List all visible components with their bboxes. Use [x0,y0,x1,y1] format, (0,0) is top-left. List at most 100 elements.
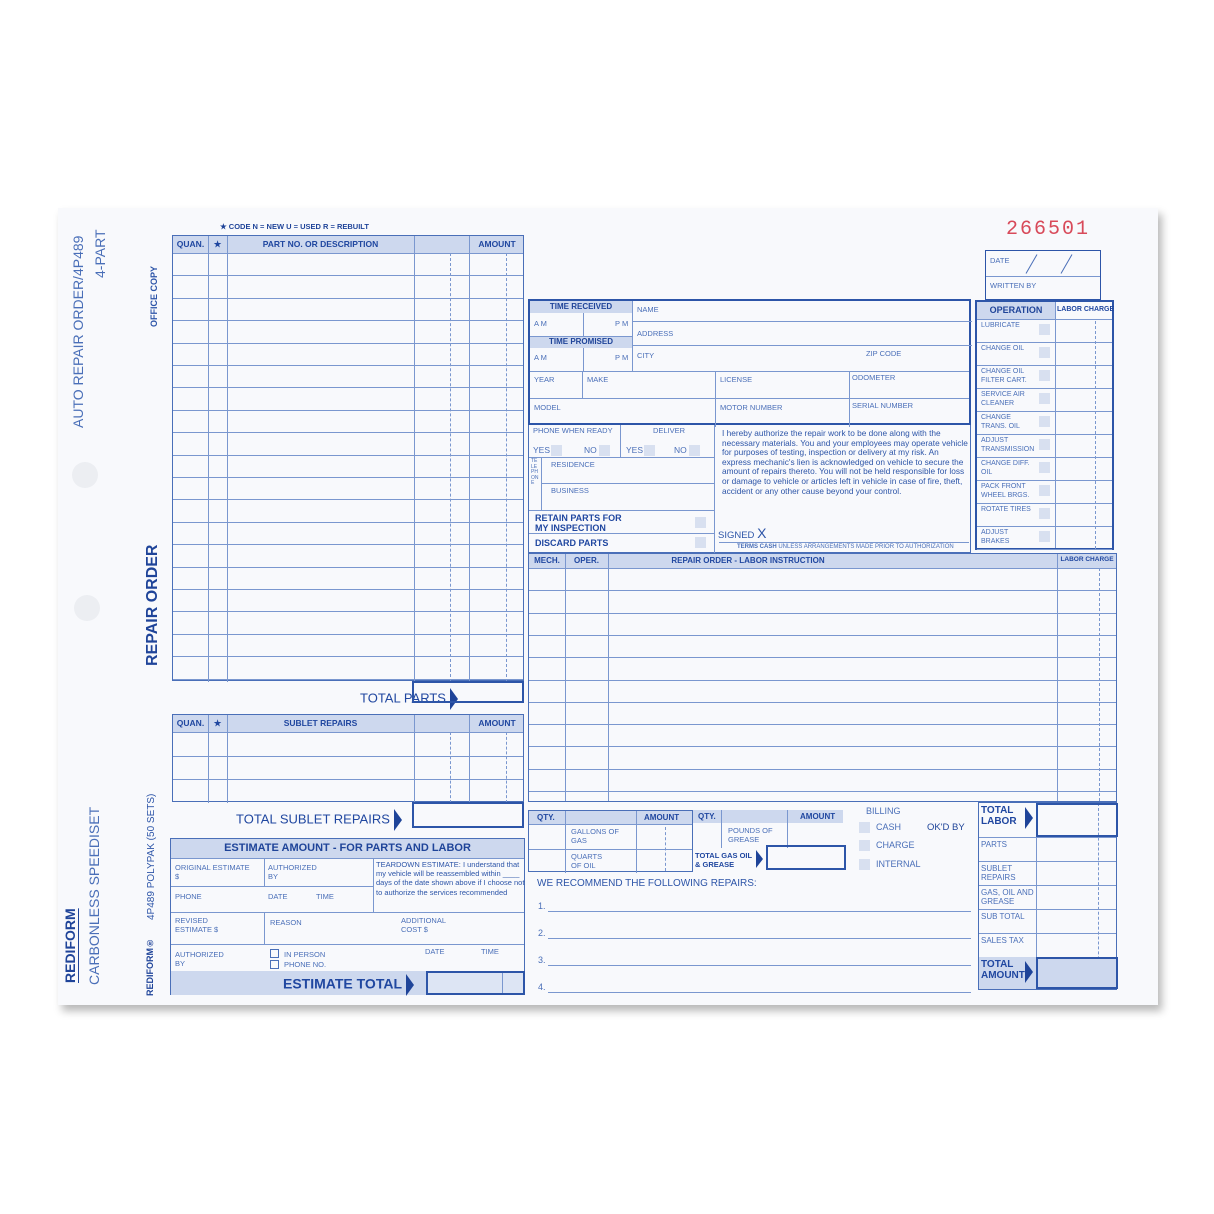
retain-parts-checkbox[interactable] [695,517,706,528]
table-row[interactable] [173,521,523,523]
table-row[interactable] [173,387,523,389]
revised-estimate-field[interactable]: REVISED ESTIMATE $ [175,916,219,934]
phone-no-checkbox[interactable] [270,960,279,969]
table-row[interactable] [173,477,523,478]
total-sublet-field[interactable] [1036,861,1118,885]
phone-field[interactable]: PHONE [175,892,202,901]
promised-am-field[interactable]: A M [534,353,547,362]
total-sub-field[interactable] [1036,909,1118,933]
table-row[interactable] [529,791,1116,792]
operation-checkbox[interactable] [1039,462,1050,473]
table-row[interactable] [173,253,523,254]
total-parts-field[interactable] [1036,837,1118,861]
charge-checkbox[interactable] [859,840,870,851]
time-field[interactable]: TIME [316,892,334,901]
table-row[interactable] [529,612,1116,614]
authorized-by-2-field[interactable]: AUTHORIZED BY [175,950,224,968]
date-field[interactable]: DATE [268,892,288,901]
license-field[interactable]: LICENSE [720,375,753,384]
table-row[interactable] [173,656,523,658]
odometer-field[interactable]: ODOMETER [852,373,896,382]
operation-checkbox[interactable] [1039,370,1050,381]
deliver-no-checkbox[interactable] [689,445,700,456]
zip-code-field[interactable]: ZIP CODE [866,349,902,358]
okd-by-field[interactable]: OK'D BY [927,822,965,833]
address-field[interactable]: ADDRESS [637,329,674,338]
table-row[interactable] [173,297,523,299]
estimate-total-field[interactable] [426,971,525,995]
table-row[interactable] [173,633,523,635]
city-field[interactable]: CITY [637,351,655,360]
operation-checkbox[interactable] [1039,393,1050,404]
table-row[interactable] [173,409,523,411]
discard-parts-checkbox[interactable] [695,537,706,548]
table-row[interactable] [529,746,1116,748]
authorized-by-field[interactable]: AUTHORIZED BY [268,863,317,881]
table-row[interactable] [173,779,523,780]
recommend-line[interactable] [548,965,971,966]
operation-checkbox[interactable] [1039,439,1050,450]
signature-field[interactable]: SIGNED X [718,526,766,543]
table-row[interactable] [529,657,1116,659]
serial-number-field[interactable]: SERIAL NUMBER [852,401,913,410]
total-gas-field[interactable] [766,845,846,870]
table-row[interactable] [173,320,523,322]
name-field[interactable]: NAME [637,305,659,314]
recommend-line[interactable] [548,938,971,939]
operation-checkbox[interactable] [1039,508,1050,519]
ready-yes-checkbox[interactable] [551,445,562,456]
recommend-line[interactable] [548,992,971,993]
promised-pm-field[interactable]: P M [615,353,629,362]
table-row[interactable] [529,724,1116,726]
reason-field[interactable]: REASON [270,918,302,927]
year-field[interactable]: YEAR [534,375,555,384]
table-row[interactable] [173,544,523,546]
total-amount-field[interactable] [1036,957,1118,989]
internal-checkbox[interactable] [859,859,870,870]
date-field[interactable]: DATE [990,256,1010,265]
motor-number-field[interactable]: MOTOR NUMBER [720,403,783,412]
received-am-field[interactable]: A M [534,319,547,328]
written-by-field[interactable]: WRITTEN BY [990,281,1037,290]
table-row[interactable] [173,589,523,590]
total-labor-field[interactable] [1036,803,1118,837]
table-row[interactable] [173,678,523,680]
total-gas-field[interactable] [1036,885,1118,909]
table-row[interactable] [173,454,523,456]
table-row[interactable] [173,611,523,613]
table-row[interactable] [173,432,523,434]
table-row[interactable] [173,566,523,568]
ready-no-checkbox[interactable] [599,445,610,456]
table-row[interactable] [529,701,1116,703]
table-row[interactable] [173,499,523,501]
table-row[interactable] [529,634,1116,636]
total-sublet-field[interactable] [412,802,524,828]
deliver-yes-checkbox[interactable] [644,445,655,456]
received-pm-field[interactable]: P M [615,319,629,328]
table-row[interactable] [173,342,523,344]
recommend-line[interactable] [548,911,971,912]
in-person-checkbox[interactable] [270,949,279,958]
operation-checkbox[interactable] [1039,531,1050,542]
business-field[interactable]: BUSINESS [551,486,589,495]
table-row[interactable] [173,755,523,757]
original-estimate-field[interactable]: ORIGINAL ESTIMATE $ [175,863,250,881]
residence-field[interactable]: RESIDENCE [551,460,595,469]
operation-checkbox[interactable] [1039,485,1050,496]
date-2-field[interactable]: DATE [425,947,445,956]
table-row[interactable] [529,568,1116,569]
table-row[interactable] [173,275,523,277]
make-field[interactable]: MAKE [587,375,609,384]
model-field[interactable]: MODEL [534,403,561,412]
total-tax-field[interactable] [1036,933,1118,957]
table-row[interactable] [529,590,1116,592]
operation-checkbox[interactable] [1039,324,1050,335]
operation-checkbox[interactable] [1039,416,1050,427]
operation-checkbox[interactable] [1039,347,1050,358]
table-row[interactable] [529,679,1116,681]
table-row[interactable] [173,732,523,733]
table-row[interactable] [173,365,523,366]
additional-cost-field[interactable]: ADDITIONAL COST $ [401,916,446,934]
table-row[interactable] [529,768,1116,770]
total-parts-field[interactable] [412,681,524,703]
